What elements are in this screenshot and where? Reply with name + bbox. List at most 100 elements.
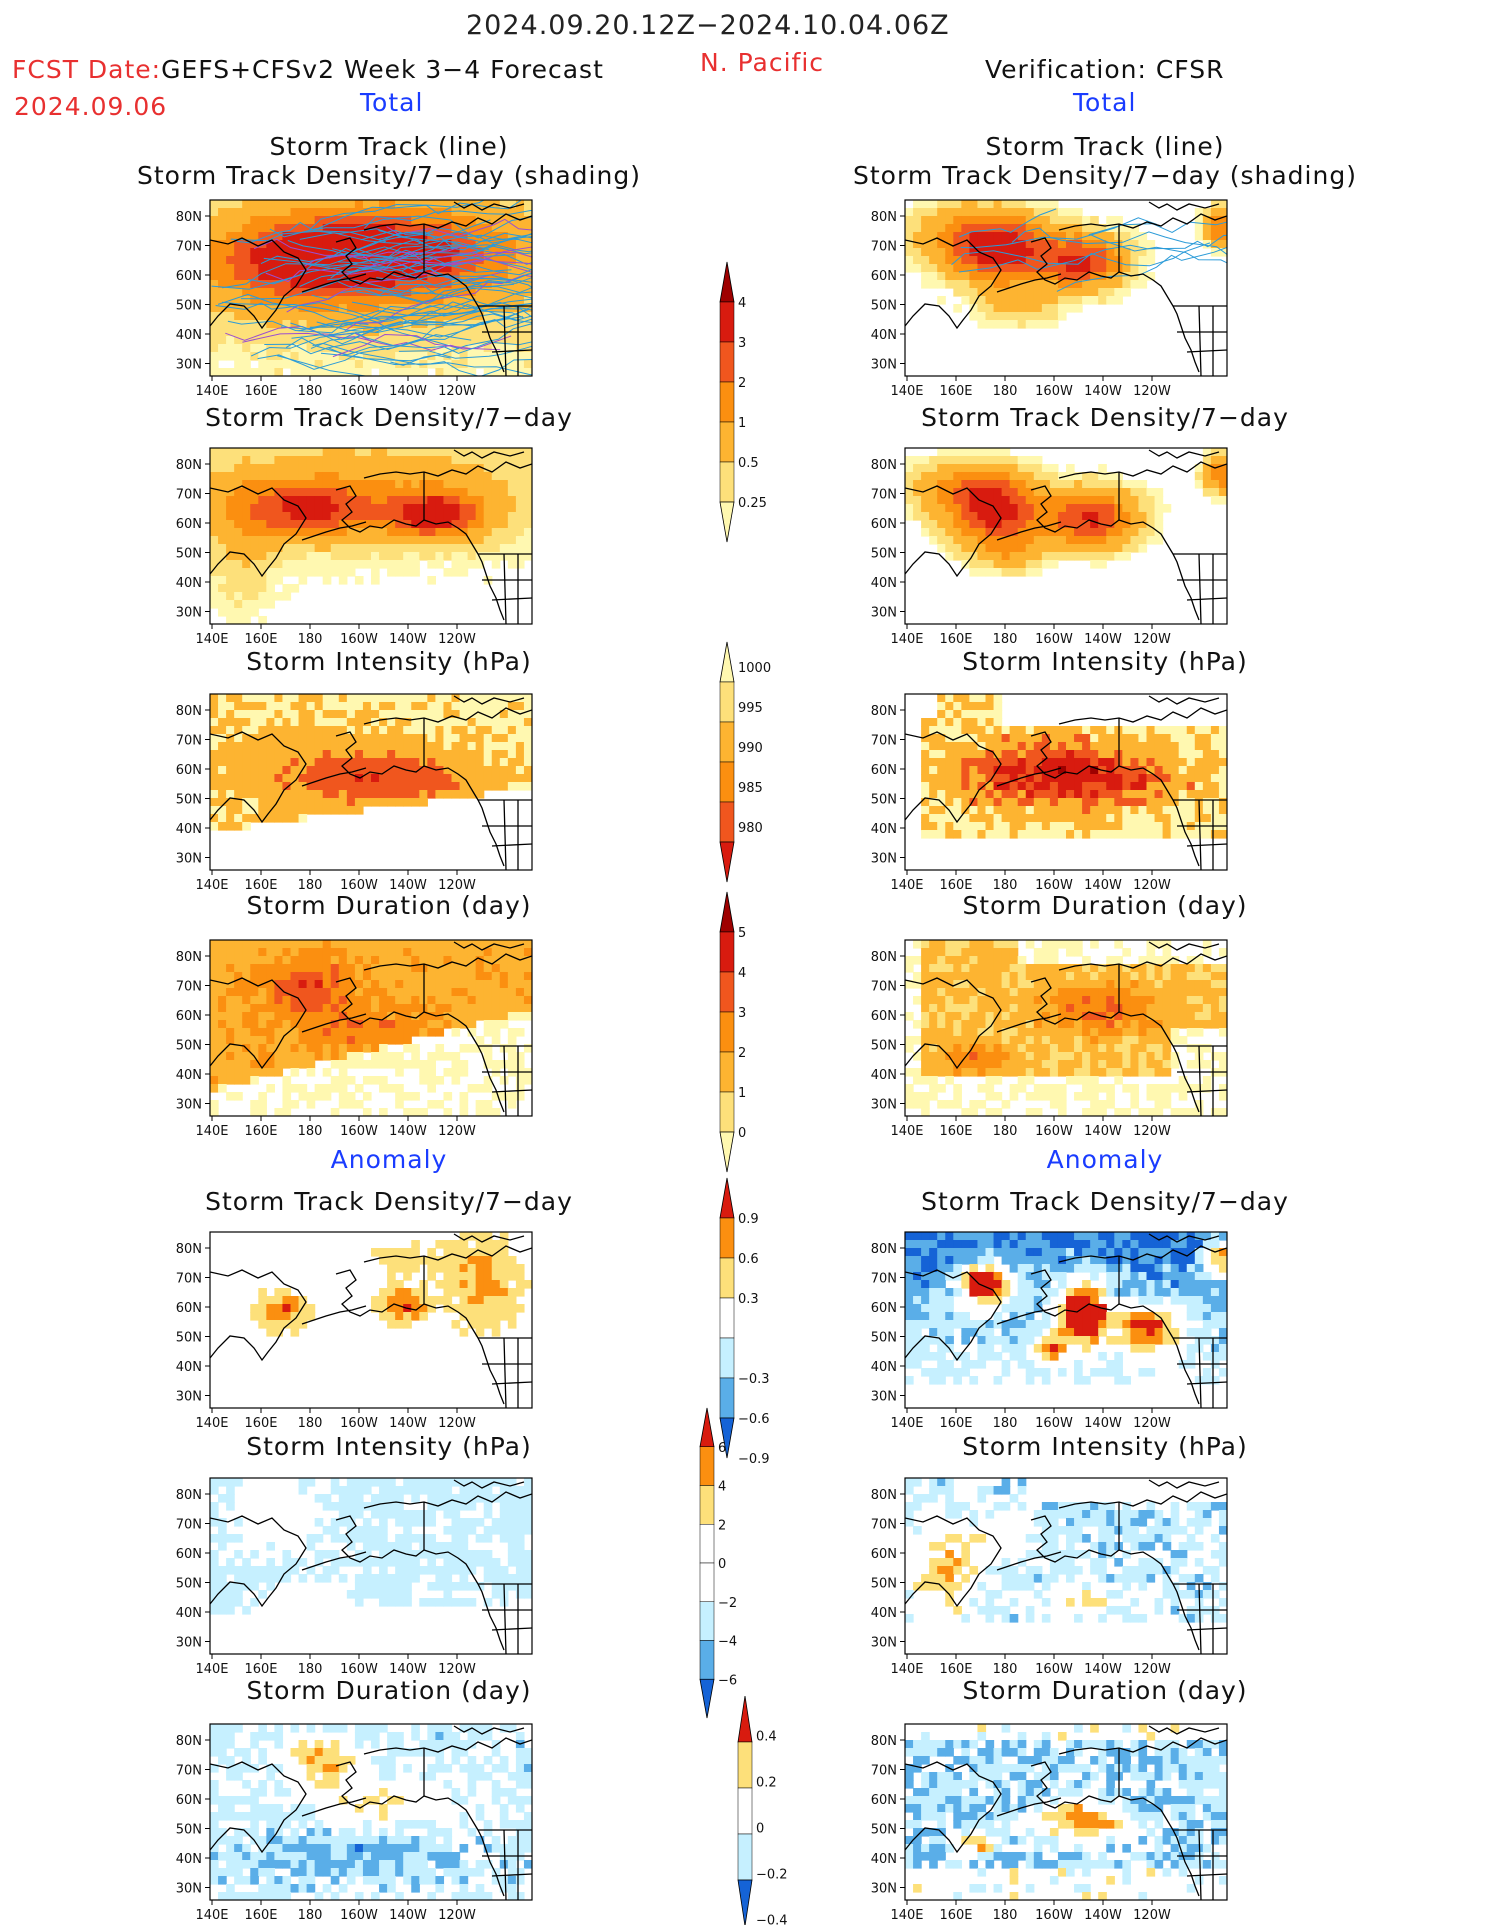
- left-track-line-title: Storm Track (line): [269, 132, 509, 161]
- cell: [242, 790, 251, 799]
- cell: [210, 232, 219, 241]
- cell: [961, 216, 970, 225]
- cell: [226, 368, 235, 376]
- cell: [274, 734, 284, 743]
- cell: [499, 472, 509, 481]
- cell: [419, 552, 428, 561]
- cell: [395, 766, 404, 775]
- cell: [953, 822, 962, 831]
- cell: [483, 1076, 493, 1085]
- cell: [945, 964, 954, 973]
- cell: [1001, 806, 1011, 815]
- cell: [419, 288, 428, 297]
- cell: [306, 1036, 316, 1045]
- cell: [507, 240, 517, 249]
- cell: [322, 512, 332, 521]
- cell: [961, 232, 970, 241]
- cell: [218, 798, 227, 807]
- cell: [459, 996, 469, 1005]
- cell: [354, 1060, 364, 1069]
- cell: [483, 208, 493, 217]
- cell: [242, 528, 251, 537]
- cell: [1074, 240, 1083, 249]
- cell: [937, 774, 946, 783]
- cell: [1033, 280, 1043, 289]
- cell: [371, 1076, 380, 1085]
- cell: [483, 288, 493, 297]
- cell: [523, 480, 532, 489]
- cell: [427, 480, 436, 489]
- cell: [515, 726, 525, 735]
- cell: [338, 956, 348, 965]
- cell: [515, 1028, 525, 1037]
- cell: [346, 718, 356, 727]
- cell: [411, 758, 420, 767]
- cell: [977, 750, 987, 759]
- cell: [282, 544, 292, 553]
- cell: [403, 1004, 412, 1013]
- cell: [969, 718, 979, 727]
- cell: [969, 544, 979, 553]
- cell: [1218, 750, 1227, 759]
- cell: [314, 750, 324, 759]
- cell: [330, 240, 340, 249]
- cell: [354, 702, 364, 711]
- cell: [242, 1004, 251, 1013]
- cell: [1041, 504, 1051, 513]
- cell: [937, 208, 946, 217]
- cell: [1049, 822, 1059, 831]
- cell: [226, 304, 235, 313]
- cell: [1170, 1004, 1180, 1013]
- cell: [985, 256, 995, 265]
- cell: [1202, 448, 1212, 457]
- cell: [523, 512, 532, 521]
- cell: [435, 702, 445, 711]
- cell: [338, 208, 348, 217]
- cell: [1218, 726, 1227, 735]
- cell: [387, 568, 396, 577]
- cell: [403, 1036, 412, 1045]
- cell: [921, 200, 930, 209]
- cell: [371, 702, 380, 711]
- cell: [322, 790, 332, 799]
- cell: [507, 552, 517, 561]
- cell: [1066, 256, 1075, 265]
- cell: [330, 200, 340, 209]
- cell: [258, 472, 267, 481]
- cell: [290, 368, 300, 376]
- cell: [467, 504, 477, 513]
- cell: [411, 1044, 420, 1053]
- cell: [250, 1108, 259, 1116]
- cell: [937, 988, 946, 997]
- cell: [346, 568, 356, 577]
- cell: [354, 248, 364, 257]
- cell: [250, 702, 259, 711]
- lat-tick-label: 70N: [176, 488, 202, 503]
- cell: [1202, 472, 1212, 481]
- cell: [306, 972, 316, 981]
- cell: [258, 710, 267, 719]
- cell: [507, 750, 517, 759]
- cell: [346, 726, 356, 735]
- cell: [1001, 814, 1011, 823]
- left-anomaly-label: Anomaly: [330, 1145, 448, 1174]
- cell: [266, 448, 275, 457]
- cell: [459, 256, 469, 265]
- cell: [234, 320, 243, 329]
- cell: [371, 472, 380, 481]
- cell: [298, 948, 308, 957]
- cell: [1154, 972, 1164, 981]
- cell: [354, 948, 364, 957]
- cell: [218, 734, 227, 743]
- cell: [362, 694, 372, 703]
- cell: [250, 742, 259, 751]
- cell: [1138, 280, 1148, 289]
- cell: [1001, 304, 1011, 313]
- cell: [250, 296, 259, 305]
- lat-tick-label: 80N: [871, 458, 897, 473]
- cell: [226, 1028, 235, 1037]
- cell: [1057, 742, 1067, 751]
- cell: [1057, 726, 1067, 735]
- cell: [290, 280, 300, 289]
- cell: [1170, 972, 1180, 981]
